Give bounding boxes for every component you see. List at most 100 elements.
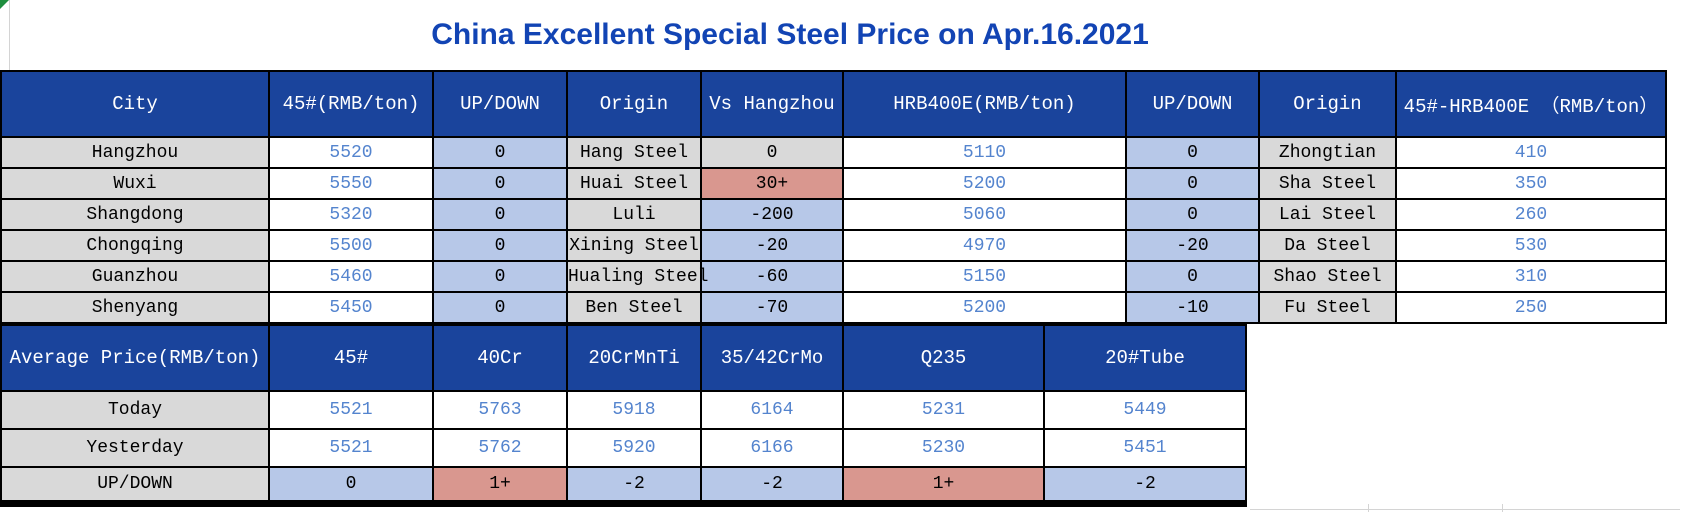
cell-origin: Luli (566, 198, 702, 231)
cell-avg-q235: 5231 (842, 390, 1045, 430)
cell-updown-45: 0 (268, 466, 434, 502)
table-bottom-bar (0, 500, 1247, 507)
table-row-updown: UP/DOWN 0 1+ -2 -2 1+ -2 (0, 466, 1247, 502)
col-header-origin: Origin (566, 70, 702, 138)
cell-updown: 0 (432, 229, 568, 262)
col-header-updown: UP/DOWN (432, 70, 568, 138)
col-header-45: 45# (268, 324, 434, 392)
excel-gridline (1250, 509, 1680, 510)
cell-hrb-origin: Lai Steel (1258, 198, 1397, 231)
cell-row-label: UP/DOWN (0, 466, 270, 502)
cell-updown-q235: 1+ (842, 466, 1045, 502)
cell-hrb400e-price: 4970 (842, 229, 1127, 262)
col-header-city: City (0, 70, 270, 138)
table-row-yesterday: Yesterday 5521 5762 5920 6166 5230 5451 (0, 428, 1247, 468)
col-header-20tube: 20#Tube (1043, 324, 1247, 392)
table-row: Wuxi 5550 0 Huai Steel 30+ 5200 0 Sha St… (0, 167, 1667, 200)
cell-origin: Ben Steel (566, 291, 702, 324)
cell-price-diff: 410 (1395, 136, 1667, 169)
cell-city: Hangzhou (0, 136, 270, 169)
cell-avg-20crmnti: 5920 (566, 428, 702, 468)
table-row: Shenyang 5450 0 Ben Steel -70 5200 -10 F… (0, 291, 1667, 324)
page-title: China Excellent Special Steel Price on A… (431, 18, 1149, 51)
cell-hrb400e-price: 5200 (842, 167, 1127, 200)
table-row: Hangzhou 5520 0 Hang Steel 0 5110 0 Zhon… (0, 136, 1667, 169)
cell-origin: Hualing Steel (566, 260, 708, 293)
cell-45-price: 5460 (268, 260, 434, 293)
col-header-20crmnti: 20CrMnTi (566, 324, 702, 392)
cell-hrb-origin: Fu Steel (1258, 291, 1397, 324)
cell-avg-45: 5521 (268, 390, 434, 430)
title-bar: China Excellent Special Steel Price on A… (0, 0, 1580, 70)
city-price-table: City 45#(RMB/ton) UP/DOWN Origin Vs Hang… (0, 70, 1667, 324)
col-header-40cr: 40Cr (432, 324, 568, 392)
cell-vs-hangzhou: -20 (700, 229, 844, 262)
cell-price-diff: 260 (1395, 198, 1667, 231)
table-row-today: Today 5521 5763 5918 6164 5231 5449 (0, 390, 1247, 430)
cell-45-price: 5520 (268, 136, 434, 169)
cell-hrb400e-price: 5200 (842, 291, 1127, 324)
cell-updown-40cr: 1+ (432, 466, 568, 502)
col-header-average-price: Average Price(RMB/ton) (0, 324, 270, 392)
cell-hrb-origin: Shao Steel (1258, 260, 1397, 293)
cell-city: Chongqing (0, 229, 270, 262)
cell-vs-hangzhou: -200 (700, 198, 844, 231)
cell-45-price: 5450 (268, 291, 434, 324)
cell-avg-35-42crmo: 6166 (700, 428, 844, 468)
cell-updown: 0 (432, 167, 568, 200)
cell-row-label: Yesterday (0, 428, 270, 468)
cell-hrb-updown: 0 (1125, 198, 1260, 231)
cell-hrb-updown: -10 (1125, 291, 1260, 324)
cell-avg-35-42crmo: 6164 (700, 390, 844, 430)
col-header-q235: Q235 (842, 324, 1045, 392)
cell-hrb-updown: 0 (1125, 136, 1260, 169)
cell-updown: 0 (432, 136, 568, 169)
cell-45-price: 5500 (268, 229, 434, 262)
cell-avg-45: 5521 (268, 428, 434, 468)
cell-avg-40cr: 5763 (432, 390, 568, 430)
table-row: Chongqing 5500 0 Xining Steel -20 4970 -… (0, 229, 1667, 262)
table-row: Guanzhou 5460 0 Hualing Steel -60 5150 0… (0, 260, 1667, 293)
cell-price-diff: 250 (1395, 291, 1667, 324)
cell-city: Shangdong (0, 198, 270, 231)
cell-hrb-origin: Sha Steel (1258, 167, 1397, 200)
cell-vs-hangzhou: -70 (700, 291, 844, 324)
excel-gridline (1502, 504, 1503, 512)
cell-avg-40cr: 5762 (432, 428, 568, 468)
cell-hrb-updown: 0 (1125, 260, 1260, 293)
cell-city: Wuxi (0, 167, 270, 200)
cell-avg-q235: 5230 (842, 428, 1045, 468)
average-price-table: Average Price(RMB/ton) 45# 40Cr 20CrMnTi… (0, 324, 1247, 502)
cell-vs-hangzhou: -60 (700, 260, 844, 293)
cell-avg-20tube: 5449 (1043, 390, 1247, 430)
col-header-45-price: 45#(RMB/ton) (268, 70, 434, 138)
cell-price-diff: 310 (1395, 260, 1667, 293)
cell-hrb400e-price: 5110 (842, 136, 1127, 169)
cell-hrb-origin: Da Steel (1258, 229, 1397, 262)
cell-45-price: 5550 (268, 167, 434, 200)
cell-updown-20tube: -2 (1043, 466, 1247, 502)
cell-hrb400e-price: 5150 (842, 260, 1127, 293)
excel-gridline (9, 0, 10, 70)
col-header-hrb-updown: UP/DOWN (1125, 70, 1260, 138)
col-header-price-diff: 45#-HRB400E （RMB/ton） (1395, 70, 1667, 138)
excel-corner-marker-icon (0, 0, 9, 9)
col-header-hrb400e: HRB400E(RMB/ton) (842, 70, 1127, 138)
cell-row-label: Today (0, 390, 270, 430)
cell-vs-hangzhou: 0 (700, 136, 844, 169)
cell-updown: 0 (432, 260, 568, 293)
cell-updown-20crmnti: -2 (566, 466, 702, 502)
col-header-35-42crmo: 35/42CrMo (700, 324, 844, 392)
cell-updown: 0 (432, 198, 568, 231)
cell-hrb400e-price: 5060 (842, 198, 1127, 231)
cell-updown-35-42crmo: -2 (700, 466, 844, 502)
cell-45-price: 5320 (268, 198, 434, 231)
cell-origin: Xining Steel (566, 229, 702, 262)
cell-price-diff: 530 (1395, 229, 1667, 262)
col-header-vs-hangzhou: Vs Hangzhou (700, 70, 844, 138)
cell-avg-20tube: 5451 (1043, 428, 1247, 468)
cell-updown: 0 (432, 291, 568, 324)
cell-hrb-updown: 0 (1125, 167, 1260, 200)
cell-origin: Hang Steel (566, 136, 702, 169)
cell-hrb-updown: -20 (1125, 229, 1260, 262)
